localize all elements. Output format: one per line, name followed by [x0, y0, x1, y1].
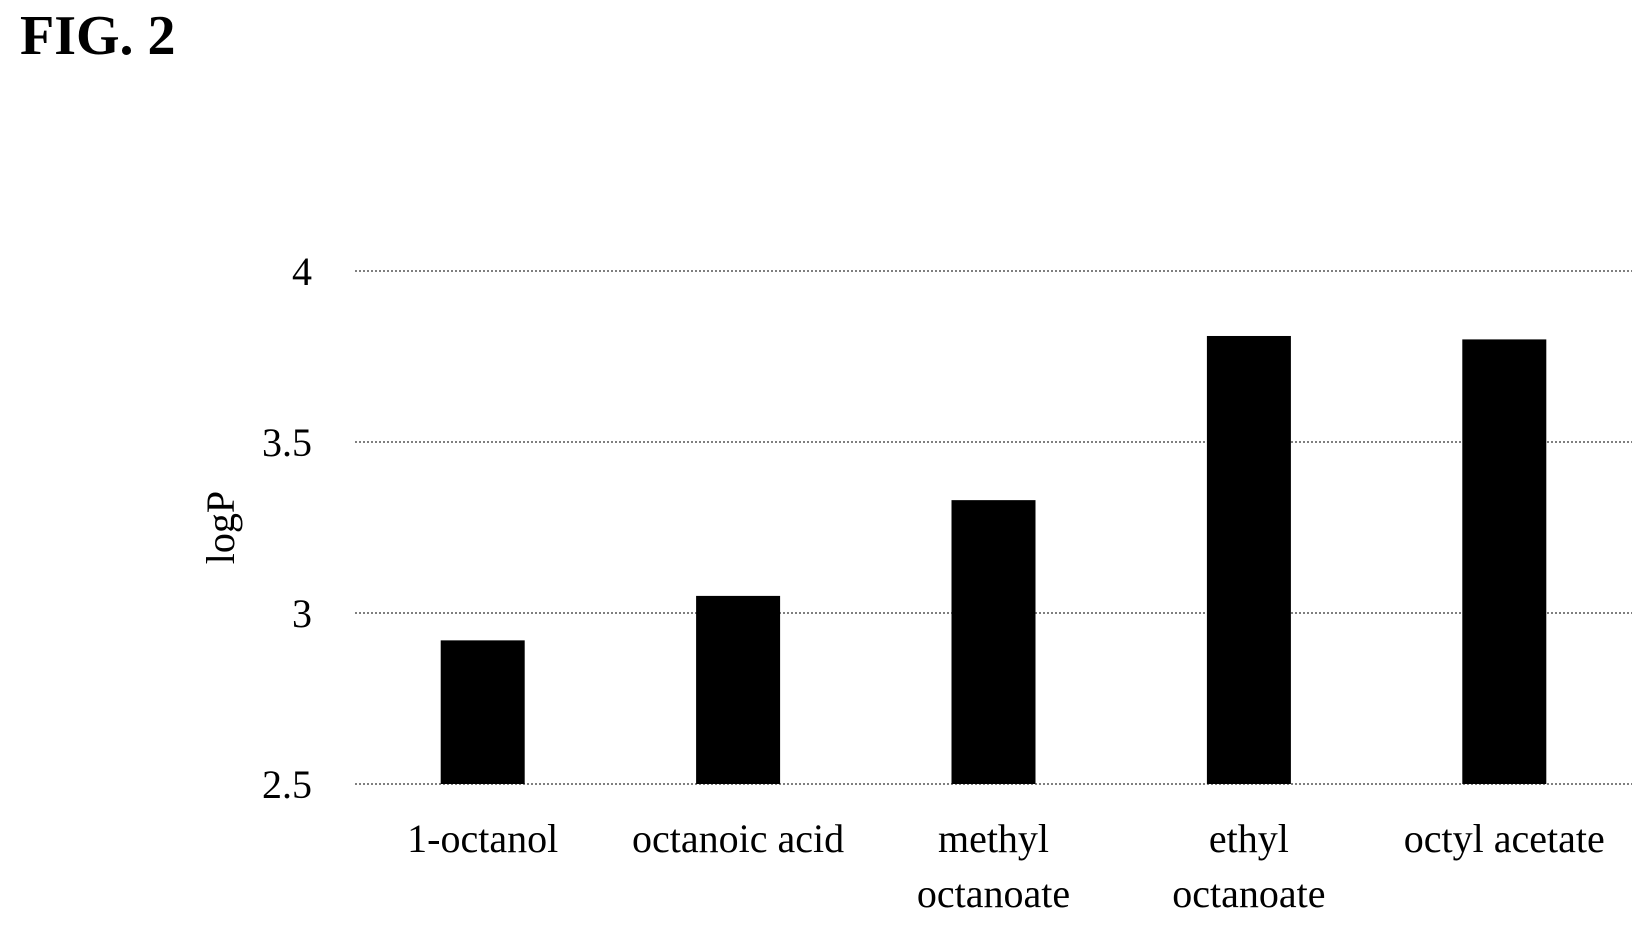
x-tick-label: 1-octanol: [407, 816, 558, 861]
x-tick-label: ethyl: [1209, 816, 1289, 861]
y-tick-label: 3: [292, 591, 312, 636]
x-tick-label: octyl acetate: [1404, 816, 1605, 861]
bar: [696, 595, 781, 784]
x-tick-label: octanoic acid: [632, 816, 844, 861]
y-axis-label: logP: [198, 491, 243, 564]
bar: [951, 500, 1036, 784]
bar: [1206, 335, 1291, 784]
gridlines: [355, 270, 1632, 785]
y-tick-label: 4: [292, 249, 312, 294]
y-tick-labels: 2.5 3 3.5 4: [262, 249, 312, 807]
bar: [440, 640, 525, 784]
bar: [1462, 339, 1547, 784]
y-tick-label: 3.5: [262, 420, 312, 465]
bars: [440, 335, 1547, 784]
x-tick-label: octanoate: [917, 871, 1070, 916]
x-tick-labels: 1-octanol octanoic acid methyl octanoate eth…: [407, 816, 1605, 916]
figure-label: FIG. 2: [20, 5, 176, 67]
x-tick-label: octanoate: [1172, 871, 1325, 916]
y-tick-label: 2.5: [262, 762, 312, 807]
x-tick-label: methyl: [938, 816, 1049, 861]
